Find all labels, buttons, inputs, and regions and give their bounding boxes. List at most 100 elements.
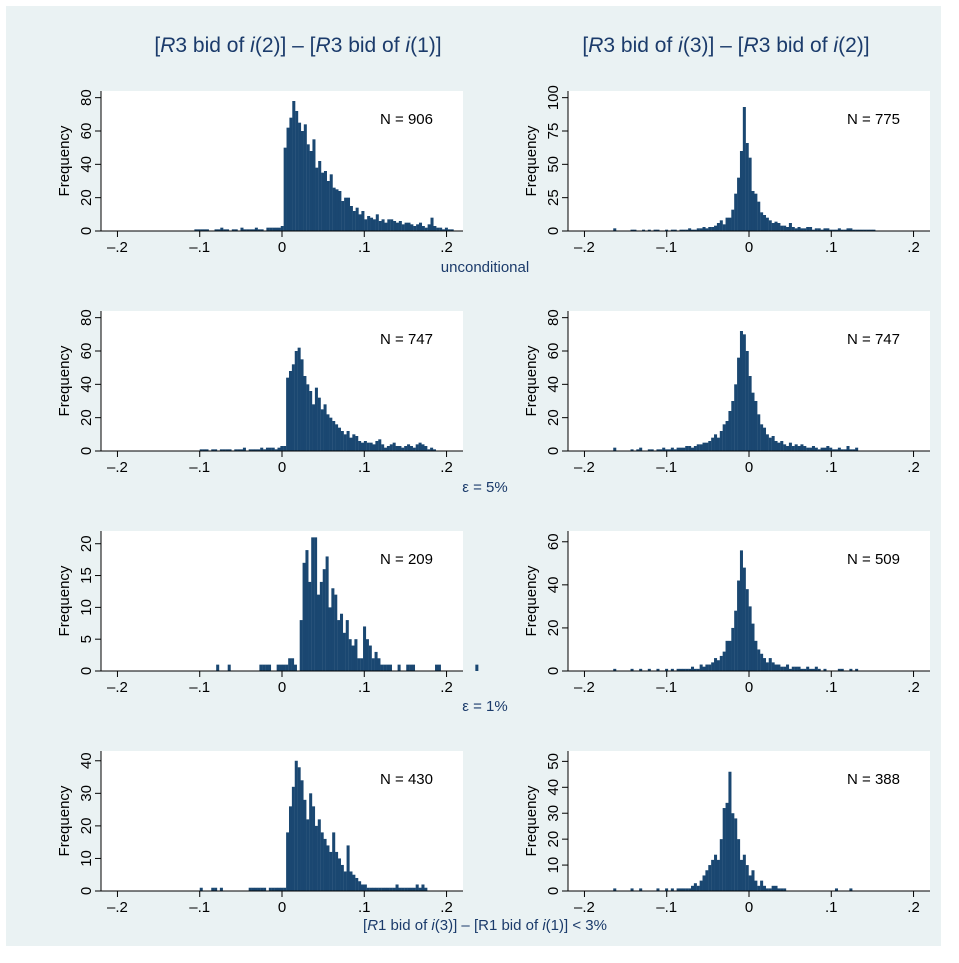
y-axis-title: Frequency xyxy=(56,125,73,196)
histogram-bar xyxy=(791,446,795,451)
histogram-bar xyxy=(774,221,778,231)
histogram-bar xyxy=(395,222,399,231)
histogram-bar xyxy=(837,447,841,451)
histogram-bar xyxy=(254,449,258,451)
histogram-bar xyxy=(670,447,674,451)
histogram-bar xyxy=(219,887,223,891)
histogram-bar xyxy=(768,658,772,671)
histogram-bar xyxy=(688,228,692,231)
histogram-bar xyxy=(436,227,440,231)
histogram-bar xyxy=(832,449,836,451)
histogram-bar xyxy=(673,229,677,231)
histogram-bar xyxy=(317,819,321,891)
histogram-bar xyxy=(360,658,364,671)
histogram-bar xyxy=(346,197,351,231)
histogram-bar xyxy=(800,444,804,451)
histogram-panel: –.2 –.1 0 .1 .2 0 20 40 60 80 Frequency N = 747 xyxy=(56,309,463,476)
y-tick-label: 15 xyxy=(78,567,95,584)
histogram-bar xyxy=(702,875,706,891)
histogram-bar xyxy=(642,229,646,231)
y-tick-label: 30 xyxy=(78,785,95,802)
histogram-bar xyxy=(357,658,361,671)
histogram-bar xyxy=(306,384,310,451)
histogram-bar xyxy=(404,222,408,231)
histogram-bar xyxy=(265,664,269,671)
histogram-bar xyxy=(731,209,735,231)
histogram-bar xyxy=(254,887,258,891)
sample-size-label: N = 906 xyxy=(380,111,433,128)
histogram-bar xyxy=(286,832,290,891)
histogram-bar xyxy=(739,859,743,891)
histogram-bar xyxy=(360,884,365,891)
histogram-bar xyxy=(699,664,703,671)
y-axis-title: Frequency xyxy=(523,125,540,196)
histogram-bar xyxy=(670,229,674,231)
histogram-bar xyxy=(381,444,385,451)
histogram-bar xyxy=(794,666,798,671)
histogram-bar xyxy=(404,887,408,891)
histogram-bar xyxy=(363,626,367,671)
histogram-bar xyxy=(345,620,349,671)
histogram-bar xyxy=(757,414,761,451)
histogram-bar xyxy=(286,377,290,451)
y-tick-label: 10 xyxy=(78,850,95,867)
histogram-bar xyxy=(309,793,313,891)
x-tick-label: .2 xyxy=(440,239,453,256)
y-tick-label: 60 xyxy=(78,123,95,140)
histogram-bar xyxy=(386,446,390,451)
histogram-bar xyxy=(860,229,864,231)
y-tick-label: 0 xyxy=(78,887,95,895)
histogram-bar xyxy=(308,581,312,671)
histogram-bar xyxy=(299,620,303,671)
histogram-bar xyxy=(656,449,660,451)
histogram-bar xyxy=(760,212,764,231)
histogram-bar xyxy=(613,228,617,231)
histogram-bar xyxy=(803,446,807,451)
histogram-bar xyxy=(777,442,781,451)
x-tick-label: .2 xyxy=(440,679,453,696)
histogram-bar xyxy=(699,880,703,891)
y-tick-label: 0 xyxy=(78,667,95,675)
histogram-bar xyxy=(314,537,318,671)
plot-area xyxy=(101,751,463,891)
y-tick-label: 20 xyxy=(545,409,562,426)
histogram-bar xyxy=(214,229,218,231)
histogram-bar xyxy=(633,229,637,231)
histogram-bar xyxy=(676,668,680,671)
histogram-bar xyxy=(742,567,746,671)
histogram-bar xyxy=(392,887,396,891)
histogram-bar xyxy=(817,449,821,451)
histogram-bar xyxy=(696,668,700,671)
histogram-bar xyxy=(696,228,700,231)
histogram-bar xyxy=(407,887,411,891)
histogram-bar xyxy=(751,191,755,231)
histogram-bar xyxy=(774,664,778,671)
histogram-bar xyxy=(786,227,790,231)
x-tick-label: .1 xyxy=(825,899,838,916)
histogram-bar xyxy=(702,666,706,671)
histogram-bar xyxy=(728,217,732,231)
column-title-part: 3 bid of xyxy=(603,34,678,57)
histogram-bar xyxy=(843,449,847,451)
histogram-bar xyxy=(375,214,379,231)
x-tick-label: 0 xyxy=(278,239,286,256)
histogram-bar xyxy=(248,887,252,891)
histogram-bar xyxy=(355,207,359,231)
histogram-bar xyxy=(708,865,712,891)
histogram-bar xyxy=(260,229,264,231)
y-tick-label: 20 xyxy=(78,818,95,835)
histogram-bar xyxy=(427,224,431,231)
histogram-bar xyxy=(771,436,775,451)
histogram-bar xyxy=(613,447,617,451)
histogram-bar xyxy=(340,864,344,891)
histogram-bar xyxy=(415,884,419,891)
histogram-bar xyxy=(748,376,752,451)
histogram-bar xyxy=(259,664,263,671)
histogram-bar xyxy=(205,449,209,451)
x-tick-label: –.1 xyxy=(656,459,677,476)
x-tick-label: 0 xyxy=(278,899,286,916)
histogram-bar xyxy=(430,447,434,451)
histogram-bar xyxy=(653,229,657,231)
histogram-bar xyxy=(246,229,250,231)
histogram-bar xyxy=(433,226,437,231)
